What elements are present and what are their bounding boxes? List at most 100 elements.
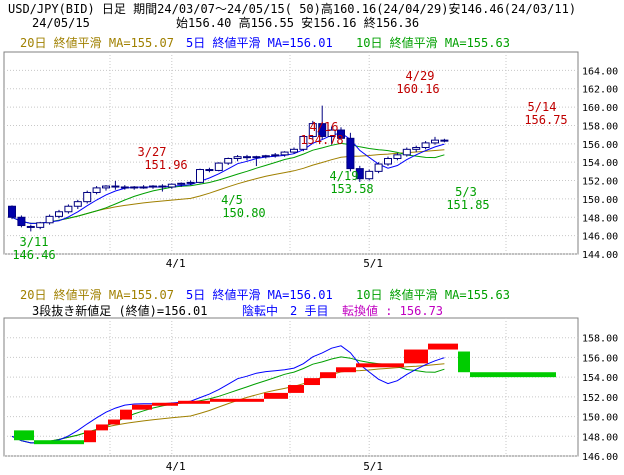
candle (8, 205, 16, 220)
candle-body-up (64, 205, 73, 213)
candle-body-down (355, 168, 364, 180)
top-ytick-label: 158.00 (582, 121, 618, 132)
candle (421, 141, 430, 150)
bottom-legend-ma20: 20日 終値平滑 MA=155.07 (20, 288, 174, 302)
candle-body-up (327, 129, 336, 137)
new-high-block (304, 378, 320, 386)
chart-title: USD/JPY(BID) 日足 期間24/03/07～24/05/15( 50)… (8, 2, 577, 16)
new-high-block (356, 363, 404, 368)
ma5-line (11, 132, 445, 224)
candle (83, 190, 92, 204)
candle-body-up (233, 156, 242, 160)
bottom-ytick-label: 154.00 (582, 373, 618, 384)
bottom-ytick-label: 156.00 (582, 353, 618, 364)
new-high-block (336, 367, 356, 373)
candle-body-up (421, 142, 430, 148)
top-xtick-label: 5/1 (363, 257, 383, 270)
newvalue-status-count: 2 手目 (290, 304, 329, 318)
new-high-block (108, 419, 120, 425)
bottom-ytick-label: 148.00 (582, 432, 618, 443)
candle (55, 209, 63, 219)
candle-body-down (243, 156, 251, 159)
candle-body-up (102, 185, 110, 189)
candle-body-up (271, 154, 280, 157)
candle-body-up (384, 158, 392, 165)
top-ytick-label: 156.00 (582, 140, 618, 151)
top-ytick-label: 144.00 (582, 250, 618, 261)
candle-body-up (149, 185, 157, 188)
candle-body-up (83, 191, 92, 203)
candle (17, 215, 26, 228)
new-high-block (264, 392, 288, 399)
annotation-value: 150.80 (222, 206, 265, 220)
top-plot-frame (3, 51, 579, 255)
candle (252, 155, 261, 167)
candle-body-up (393, 154, 402, 160)
candle-body-up (92, 187, 101, 193)
top-legend-ma20: 20日 終値平滑 MA=155.07 (20, 36, 174, 50)
new-high-block (152, 402, 178, 406)
candle-body-down (337, 129, 345, 139)
candle (167, 183, 176, 189)
new-high-block (320, 372, 336, 379)
candle-body-up (290, 148, 298, 153)
candle (224, 157, 233, 165)
top-ytick-label: 164.00 (582, 66, 618, 77)
candle-body-down (158, 185, 167, 188)
new-low-block (470, 372, 556, 378)
top-legend-ma10: 10日 終値平滑 MA=155.63 (356, 36, 510, 50)
candle-body-down (440, 139, 449, 142)
candle (346, 132, 355, 172)
candle-body-up (252, 156, 261, 159)
new-high-block (428, 343, 458, 350)
annotation-value: 146.46 (12, 248, 55, 262)
ma10-line (11, 142, 445, 224)
top-ytick-label: 150.00 (582, 195, 618, 206)
candle-body-up (130, 186, 139, 189)
candle (299, 135, 308, 152)
candle (365, 169, 374, 181)
annotation-value: 154.78 (300, 133, 343, 147)
candle (111, 180, 120, 190)
candle (26, 224, 35, 232)
candle-body-up (45, 215, 54, 224)
annotation-date: 3/27 (138, 145, 167, 159)
candle (280, 151, 289, 157)
candle (327, 126, 336, 145)
candle-body-up (402, 148, 411, 156)
candle (177, 182, 186, 187)
new-high-block (132, 404, 152, 410)
new-low-block (34, 440, 84, 445)
candle-body-up (36, 222, 45, 228)
candle-body-down (17, 216, 26, 227)
candle (45, 214, 54, 225)
new-high-block (120, 409, 132, 420)
candle-body-up (139, 186, 148, 189)
candle (130, 186, 139, 190)
candle-body-up (261, 155, 270, 158)
candle-body-up (374, 163, 383, 172)
top-ytick-label: 154.00 (582, 158, 618, 169)
annotation-value: 153.58 (330, 182, 373, 196)
bottom-ytick-label: 158.00 (582, 334, 618, 345)
candle (308, 120, 317, 140)
candle (261, 154, 270, 159)
candle-body-down (318, 123, 327, 137)
candle-body-up (55, 211, 63, 217)
candle-body-up (177, 182, 186, 185)
candle (290, 147, 298, 154)
candle (36, 221, 45, 230)
candle (440, 138, 449, 143)
bottom-plot-frame (3, 317, 579, 457)
candle (158, 184, 167, 192)
candle (214, 162, 223, 172)
candle-body-up (167, 183, 176, 188)
candle (233, 155, 242, 162)
newvalue-status-state: 陰転中 (242, 304, 279, 318)
candle-body-up (224, 158, 233, 164)
candle (186, 180, 195, 186)
candle (393, 153, 402, 161)
top-ytick-label: 148.00 (582, 213, 618, 224)
candle (271, 153, 280, 158)
